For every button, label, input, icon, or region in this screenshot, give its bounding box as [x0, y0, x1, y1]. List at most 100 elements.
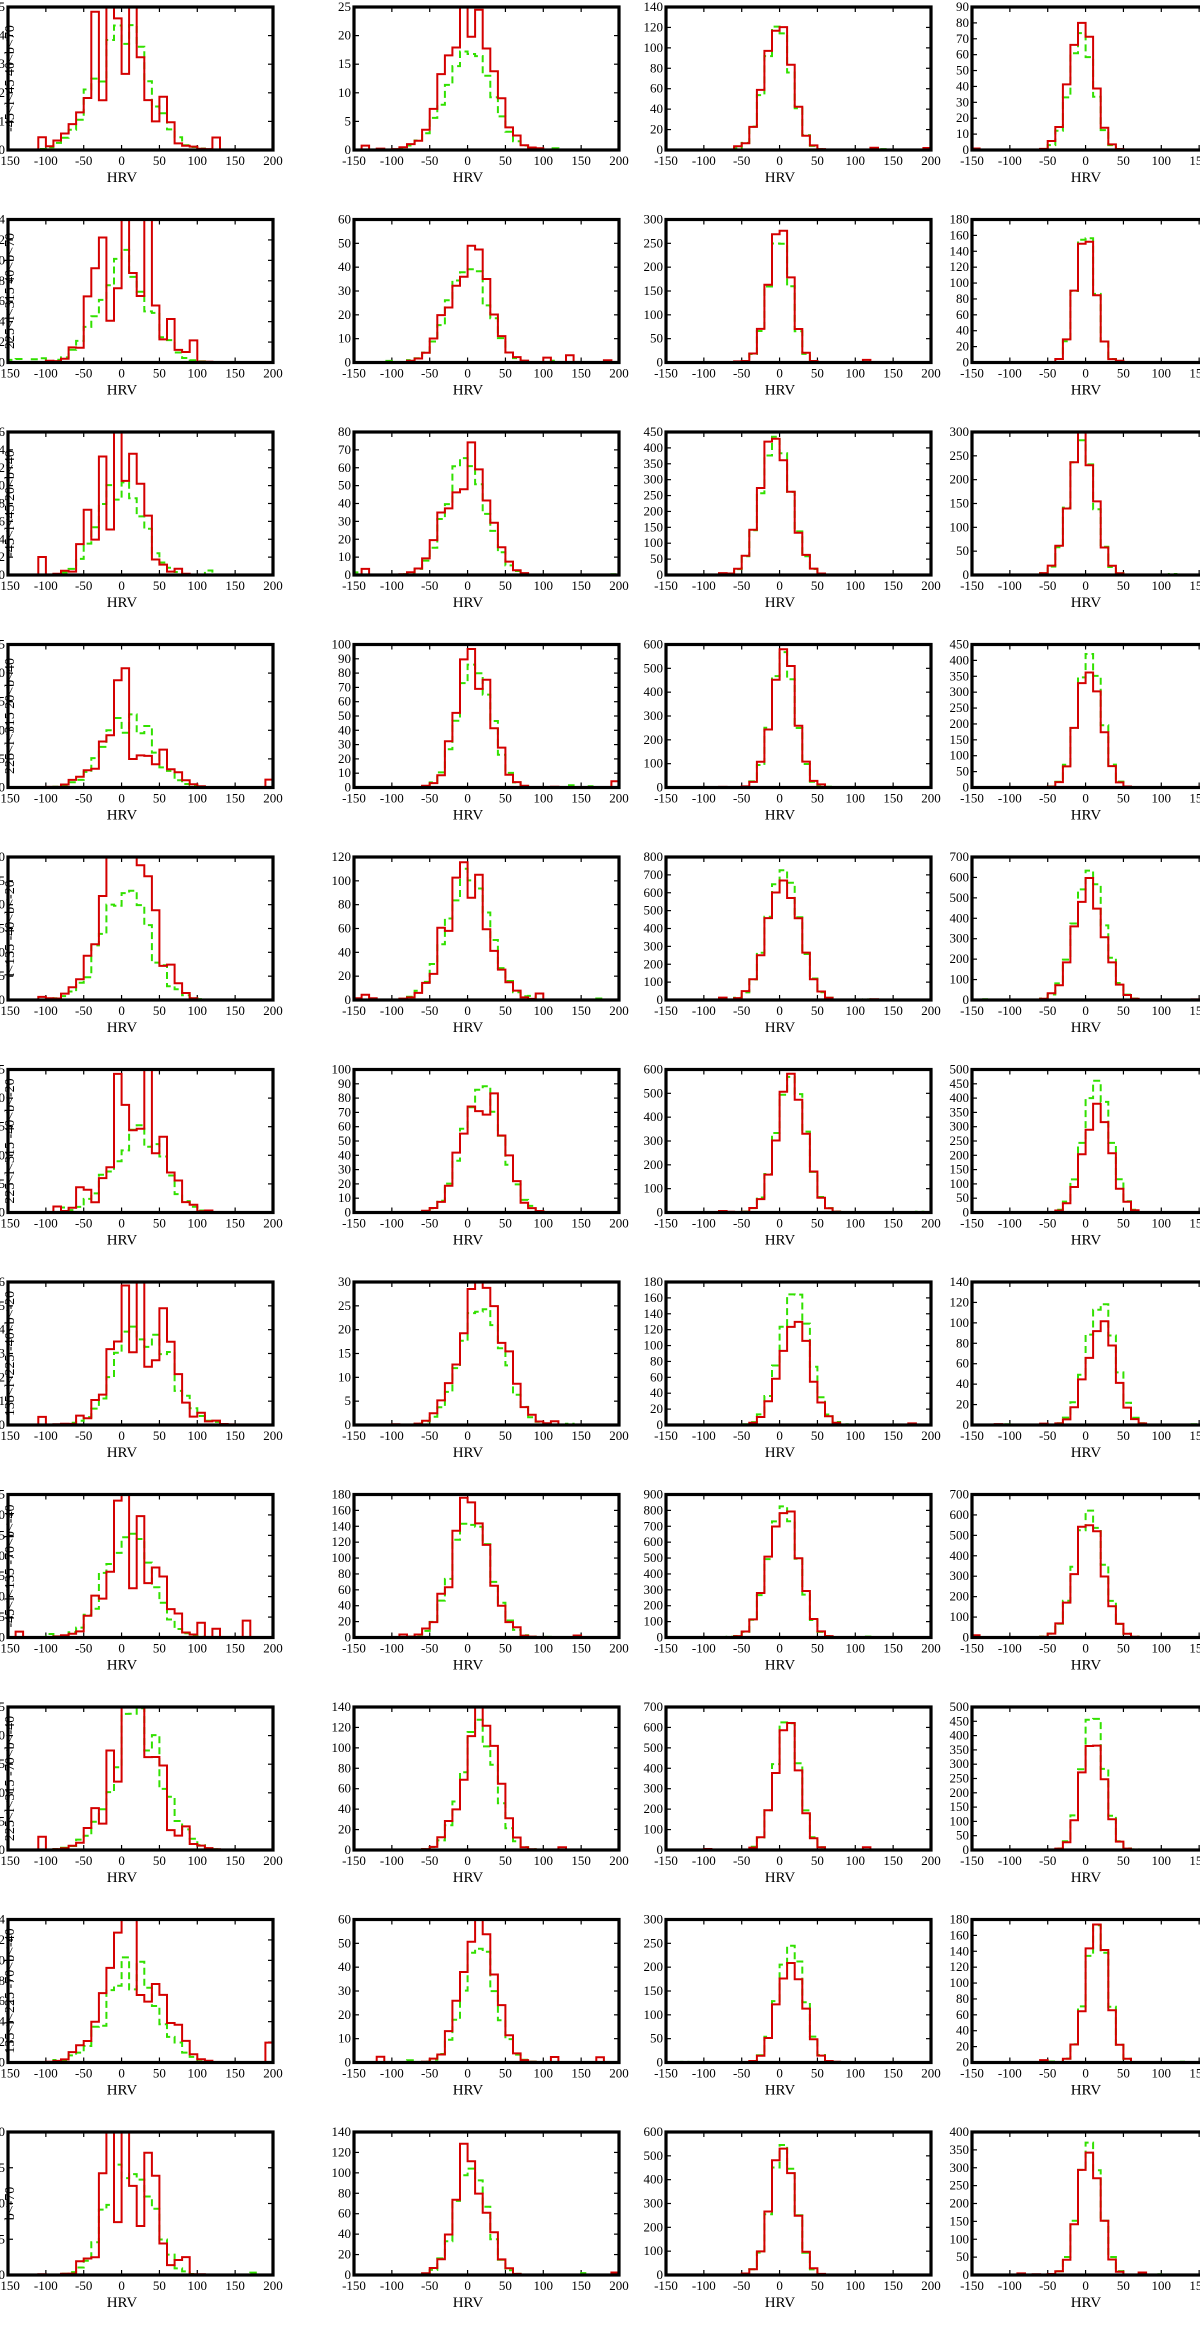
y-tick-label: 12	[0, 460, 5, 475]
y-tick-label: 300	[950, 1568, 970, 1583]
x-tick-label: 100	[188, 1428, 208, 1443]
observed-histogram	[8, 431, 273, 576]
y-tick-label: 100	[644, 974, 664, 989]
model-histogram	[354, 867, 619, 1001]
x-tick-label: 100	[534, 791, 554, 806]
x-axis-label: HRV	[765, 1658, 796, 1674]
x-axis-label: HRV	[107, 170, 138, 186]
y-tick-label: 400	[950, 1090, 970, 1105]
plot-frame	[970, 1280, 1200, 1427]
panel-r7-c2: -150 -100 -50 0 50 100 150 20001002003004005006…	[644, 1487, 941, 1674]
panel-r6-c0: -150 -100 -50 0 50 100 150 200 0 1 2 3 4 5 6 HRV	[0, 1274, 283, 1461]
y-tick-label: 150	[950, 496, 970, 511]
y-tick-label: 15	[0, 921, 5, 936]
y-tick-label: 60	[338, 2206, 351, 2221]
x-tick-label: -50	[75, 2066, 92, 2081]
y-tick-label: 0	[657, 567, 664, 582]
y-tick-label: 3	[0, 56, 5, 71]
y-tick-label: 0	[963, 992, 970, 1007]
y-tick-label: 400	[644, 921, 664, 936]
panel-r2-c1: -150 -100 -50 0 50 100 150 200 0 10 20 30 40 50 60 70 80…	[338, 424, 629, 611]
x-tick-label: -100	[34, 1853, 58, 1868]
x-tick-label: -50	[1039, 1428, 1056, 1443]
y-tick-label: 120	[332, 849, 352, 864]
y-tick-label: 140	[644, 1306, 664, 1321]
x-tick-label: 0	[1082, 2066, 1089, 2081]
y-tick-label: 0	[0, 1417, 5, 1432]
x-tick-label: 200	[263, 1853, 283, 1868]
x-tick-label: -50	[75, 578, 92, 593]
x-tick-label: 0	[776, 2066, 783, 2081]
y-tick-label: 900	[644, 1487, 664, 1502]
x-tick-label: 0	[464, 2278, 471, 2293]
y-tick-label: 500	[644, 1550, 664, 1565]
x-tick-label: 150	[1189, 1428, 1200, 1443]
model-histogram	[666, 2144, 931, 2276]
y-tick-label: 300	[644, 212, 664, 227]
x-tick-label: 100	[846, 2066, 866, 2081]
y-tick-label: 500	[950, 1699, 970, 1714]
y-tick-label: 0	[657, 1842, 664, 1857]
panel-r6-c2: -150 -100 -50 0 50 100 150 20002040608010012014…	[644, 1274, 941, 1461]
plot-frame	[352, 1705, 621, 1852]
x-tick-label: -50	[421, 366, 438, 381]
y-tick-label: 120	[950, 1294, 970, 1309]
observed-histogram	[8, 1068, 273, 1214]
y-tick-label: 0	[963, 142, 970, 157]
x-axis-label: HRV	[1071, 383, 1102, 399]
y-tick-label: 0	[657, 2267, 664, 2282]
y-tick-label: 50	[338, 1133, 351, 1148]
x-tick-label: 0	[1082, 1428, 1089, 1443]
y-tick-label: 0	[657, 1205, 664, 1220]
x-tick-label: 150	[1189, 791, 1200, 806]
y-tick-label: 60	[338, 460, 351, 475]
x-tick-label: -150	[654, 578, 678, 593]
x-tick-label: 100	[846, 1641, 866, 1656]
y-tick-label: 5	[345, 1393, 352, 1408]
plot-frame	[6, 5, 275, 152]
plot-frame	[970, 1705, 1200, 1852]
plot-frame	[352, 855, 621, 1002]
x-tick-label: 100	[188, 791, 208, 806]
x-tick-label: 50	[499, 2278, 512, 2293]
x-tick-label: -100	[380, 1216, 404, 1231]
panel-r9-c3: -150-100-5005010015020002040608010012014…	[950, 1912, 1200, 2099]
model-histogram	[354, 50, 619, 151]
x-tick-label: -100	[34, 153, 58, 168]
x-tick-label: 150	[1189, 366, 1200, 381]
y-tick-label: 0	[0, 2055, 5, 2070]
y-tick-label: 15	[338, 1346, 351, 1361]
x-tick-label: 0	[1082, 153, 1089, 168]
panel-r9-c2: -150 -100 -50 0 50 100 150 200 0 50 100 150 200 250 30…	[644, 1912, 941, 2099]
panel-r1-c3: -150-100-5005010015020002040608010012014…	[950, 212, 1200, 399]
y-tick-label: 200	[950, 1589, 970, 1604]
x-tick-label: 100	[188, 153, 208, 168]
panel-r7-c0: -150 -100 -50 0 50 100 150 200 0 5 10 15 20 25 30 35 HRV	[0, 1487, 283, 1674]
y-tick-label: 80	[650, 60, 663, 75]
x-tick-label: 50	[499, 1428, 512, 1443]
x-tick-label: 50	[153, 1428, 166, 1443]
x-tick-label: 200	[263, 1003, 283, 1018]
x-axis-label: HRV	[107, 1658, 138, 1674]
x-tick-label: 150	[225, 1003, 245, 1018]
x-tick-label: -50	[1039, 2278, 1056, 2293]
x-tick-label: 0	[464, 1428, 471, 1443]
x-tick-label: -50	[733, 2278, 750, 2293]
y-tick-label: 150	[950, 1162, 970, 1177]
x-tick-label: 150	[571, 1216, 591, 1231]
y-tick-label: 4	[0, 1322, 6, 1337]
panel-r2-c3: -150-100-5005010015020005010015020025030…	[950, 424, 1200, 611]
y-tick-label: 100	[950, 1975, 970, 1990]
x-tick-label: 50	[1117, 2066, 1130, 2081]
y-tick-label: 60	[338, 1582, 351, 1597]
panel-r4-c1: -150 -100 -50 0 50 100 150 200 0 20 40 60 80 100 120 HR…	[332, 849, 629, 1036]
y-tick-label: 250	[644, 488, 664, 503]
x-tick-label: -100	[34, 366, 58, 381]
y-tick-label: 6	[0, 513, 6, 528]
x-tick-label: 0	[776, 1641, 783, 1656]
x-tick-label: 0	[1082, 1641, 1089, 1656]
y-tick-label: 200	[950, 1785, 970, 1800]
x-axis-label: HRV	[453, 170, 484, 186]
x-tick-label: 0	[776, 1428, 783, 1443]
